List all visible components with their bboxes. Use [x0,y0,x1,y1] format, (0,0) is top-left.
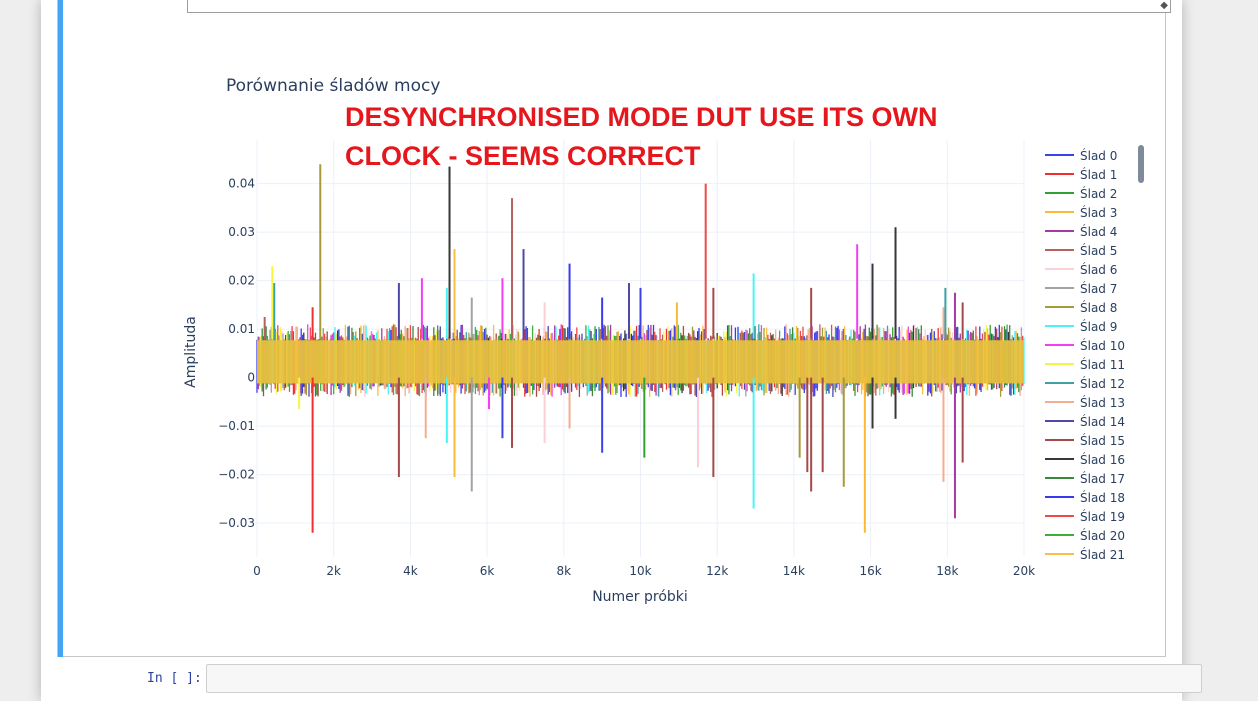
legend-label: Ślad 12 [1080,376,1125,391]
legend-label: Ślad 9 [1080,319,1117,334]
legend-item[interactable]: Ślad 8 [1045,300,1117,315]
legend-label: Ślad 14 [1080,414,1125,429]
widget-select-box[interactable]: ◆ [187,0,1171,13]
legend-item[interactable]: Ślad 7 [1045,281,1117,296]
legend-item[interactable]: Ślad 0 [1045,148,1117,163]
x-tick-label: 18k [936,564,958,578]
legend-label: Ślad 10 [1080,338,1125,353]
legend-item[interactable]: Ślad 3 [1045,205,1117,220]
legend-scrollbar[interactable] [1138,145,1144,183]
legend-label: Ślad 13 [1080,395,1125,410]
legend-item[interactable]: Ślad 18 [1045,490,1125,505]
x-tick-label: 14k [783,564,805,578]
chart-title: Porównanie śladów mocy [226,76,440,96]
legend-label: Ślad 4 [1080,224,1117,239]
legend-item[interactable]: Ślad 5 [1045,243,1117,258]
input-prompt: In [ ]: [147,671,202,686]
legend-label: Ślad 2 [1080,186,1117,201]
y-tick-label: 0.02 [228,274,255,288]
legend-item[interactable]: Ślad 13 [1045,395,1125,410]
y-tick-label: 0.01 [228,322,255,336]
y-tick-label: −0.03 [218,516,255,530]
legend-item[interactable]: Ślad 20 [1045,528,1125,543]
x-tick-label: 16k [859,564,881,578]
legend-label: Ślad 1 [1080,167,1117,182]
y-tick-labels: −0.03 −0.02 −0.01 0 0.01 0.02 0.03 0.04 [218,177,255,530]
legend-label: Ślad 8 [1080,300,1117,315]
legend-item[interactable]: Ślad 1 [1045,167,1117,182]
legend-label: Ślad 19 [1080,509,1125,524]
legend-item[interactable]: Ślad 21 [1045,547,1125,562]
legend-label: Ślad 17 [1080,471,1125,486]
legend-item[interactable]: Ślad 11 [1045,357,1125,372]
y-tick-label: −0.02 [218,468,255,482]
legend-item[interactable]: Ślad 4 [1045,224,1117,239]
legend-label: Ślad 20 [1080,528,1125,543]
x-tick-label: 10k [629,564,651,578]
trace-spikes [263,164,964,533]
y-axis-label: Amplituda [183,316,199,388]
y-tick-label: 0.03 [228,225,255,239]
legend-label: Ślad 15 [1080,433,1125,448]
chevron-down-icon[interactable]: ◆ [1160,0,1168,11]
y-tick-label: 0 [247,371,255,385]
x-tick-label: 0 [253,564,261,578]
x-tick-labels: 0 2k 4k 6k 8k 10k 12k 14k 16k 18k 20k [253,564,1035,578]
legend-item[interactable]: Ślad 2 [1045,186,1117,201]
legend-item[interactable]: Ślad 12 [1045,376,1125,391]
red-annotation-text: DESYNCHRONISED MODE DUT USE ITS OWN CLOC… [345,102,938,171]
x-tick-label: 8k [557,564,572,578]
legend-label: Ślad 16 [1080,452,1125,467]
x-tick-label: 2k [326,564,341,578]
legend-item[interactable]: Ślad 17 [1045,471,1125,486]
legend-label: Ślad 5 [1080,243,1117,258]
legend-label: Ślad 6 [1080,262,1117,277]
legend-item[interactable]: Ślad 14 [1045,414,1125,429]
legend-item[interactable]: Ślad 9 [1045,319,1117,334]
legend-item[interactable]: Ślad 10 [1045,338,1125,353]
legend-label: Ślad 11 [1080,357,1125,372]
legend-label: Ślad 7 [1080,281,1117,296]
x-tick-label: 20k [1013,564,1035,578]
code-input[interactable] [206,664,1202,693]
legend-label: Ślad 0 [1080,148,1117,163]
x-axis-label: Numer próbki [592,589,688,605]
legend[interactable]: Ślad 0 Ślad 1 Ślad 2 Ślad 3 Ślad 4 Ślad 5 Ślad… [1045,148,1125,562]
legend-label: Ślad 18 [1080,490,1125,505]
x-tick-label: 4k [403,564,418,578]
y-tick-label: 0.04 [228,177,255,191]
legend-item[interactable]: Ślad 19 [1045,509,1125,524]
legend-item[interactable]: Ślad 6 [1045,262,1117,277]
x-tick-label: 6k [480,564,495,578]
x-tick-label: 12k [706,564,728,578]
y-tick-label: −0.01 [218,419,255,433]
legend-label: Ślad 21 [1080,547,1125,562]
legend-item[interactable]: Ślad 16 [1045,452,1125,467]
legend-item[interactable]: Ślad 15 [1045,433,1125,448]
yellow-baseline-band [257,340,1024,384]
legend-label: Ślad 3 [1080,205,1117,220]
cell-selection-bar [58,0,63,657]
